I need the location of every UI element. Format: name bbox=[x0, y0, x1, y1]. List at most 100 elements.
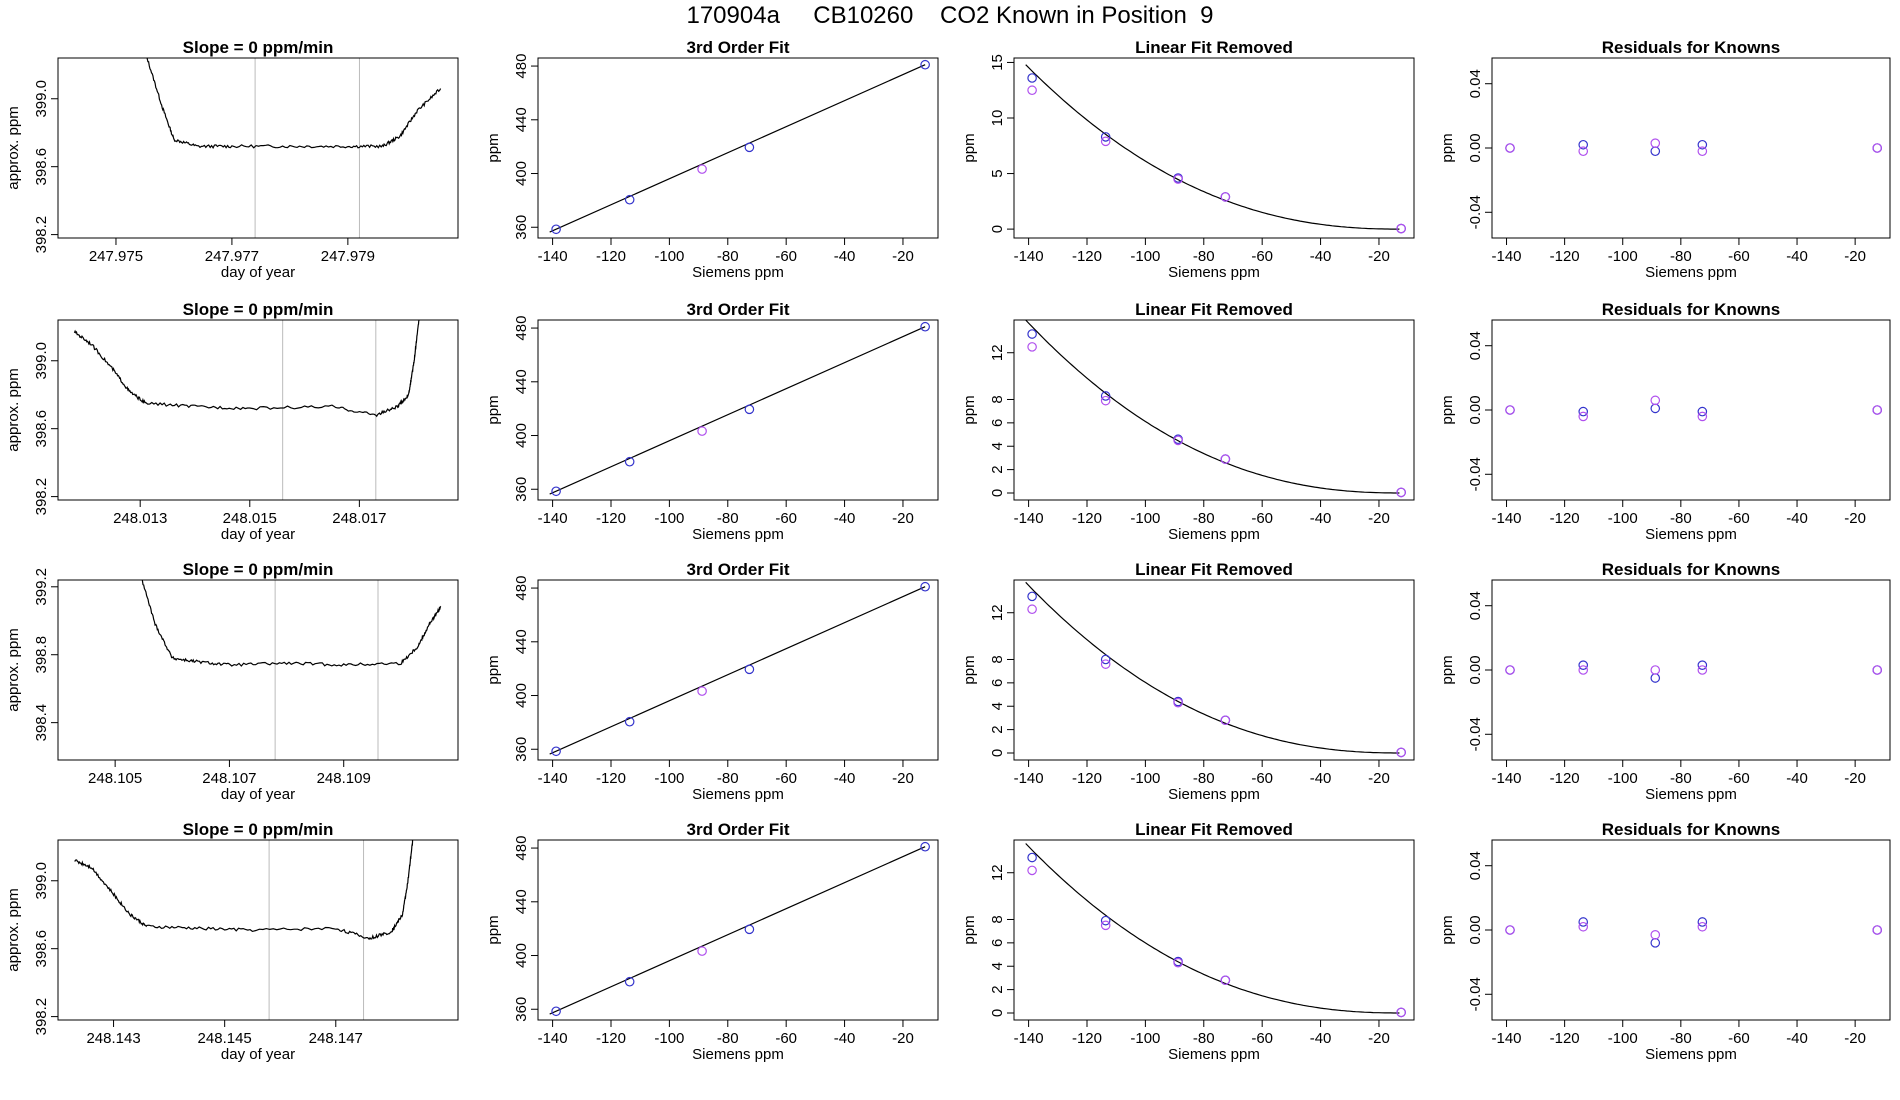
y-tick-label: 4 bbox=[989, 962, 1006, 970]
x-axis-label: Siemens ppm bbox=[1645, 264, 1737, 281]
page-title: 170904a CB10260 CO2 Known in Position 9 bbox=[686, 2, 1214, 29]
y-tick-label: 6 bbox=[989, 679, 1006, 687]
x-axis-label: Siemens ppm bbox=[1168, 786, 1260, 803]
y-tick-label: 0 bbox=[989, 489, 1006, 497]
x-tick-label: -60 bbox=[1728, 248, 1750, 265]
data-point bbox=[1872, 143, 1883, 153]
data-point bbox=[697, 946, 707, 956]
x-tick-label: -20 bbox=[1844, 248, 1866, 265]
x-tick-label: -40 bbox=[1310, 248, 1332, 265]
chart-title: Residuals for Knowns bbox=[1602, 300, 1781, 319]
y-axis-label: ppm bbox=[485, 655, 502, 684]
y-tick-label: 0.04 bbox=[1467, 591, 1484, 620]
data-point bbox=[744, 404, 755, 415]
data-point bbox=[1650, 403, 1661, 414]
chart-title: Residuals for Knowns bbox=[1602, 820, 1781, 839]
y-tick-label: 0.04 bbox=[1467, 851, 1484, 880]
y-tick-label: 4 bbox=[989, 442, 1006, 450]
x-tick-label: -140 bbox=[538, 248, 568, 265]
x-axis-label: Siemens ppm bbox=[692, 786, 784, 803]
y-tick-label: 360 bbox=[513, 215, 530, 240]
data-point bbox=[1872, 665, 1883, 675]
y-tick-label: 400 bbox=[513, 943, 530, 968]
fit-line bbox=[549, 586, 926, 755]
data-point bbox=[1220, 454, 1231, 464]
data-point bbox=[1650, 665, 1661, 675]
x-tick-label: -60 bbox=[775, 510, 797, 527]
fit-curve bbox=[1025, 320, 1400, 494]
data-point bbox=[1578, 921, 1589, 932]
x-tick-label: -60 bbox=[1251, 770, 1273, 787]
x-axis-label: day of year bbox=[221, 1046, 295, 1063]
y-tick-label: 440 bbox=[513, 629, 530, 654]
x-tick-label: -80 bbox=[1670, 1030, 1692, 1047]
data-point bbox=[1100, 136, 1111, 147]
y-axis-label: ppm bbox=[961, 395, 978, 424]
plot-area bbox=[1505, 660, 1883, 683]
plot-area bbox=[1025, 581, 1406, 758]
y-tick-label: 6 bbox=[989, 419, 1006, 427]
data-point bbox=[1220, 192, 1231, 202]
y-tick-label: 480 bbox=[513, 576, 530, 601]
y-tick-label: 440 bbox=[513, 889, 530, 914]
y-tick-label: -0.04 bbox=[1467, 457, 1484, 491]
plot-frame bbox=[537, 839, 939, 1021]
y-axis-label: ppm bbox=[485, 915, 502, 944]
x-tick-label: -100 bbox=[1130, 770, 1160, 787]
data-point bbox=[1697, 139, 1708, 150]
x-tick-label: -140 bbox=[538, 510, 568, 527]
y-tick-label: 0 bbox=[989, 1009, 1006, 1017]
x-tick-label: -20 bbox=[1844, 770, 1866, 787]
data-point bbox=[1100, 132, 1111, 142]
x-tick-label: -100 bbox=[1608, 510, 1638, 527]
x-tick-label: -80 bbox=[717, 248, 739, 265]
y-tick-label: 399.0 bbox=[33, 342, 50, 380]
x-tick-label: -100 bbox=[1608, 770, 1638, 787]
chart-panel: Residuals for Knowns -140 -120 -100 -80 -60 -4… bbox=[1439, 560, 1891, 803]
x-tick-label: -140 bbox=[1492, 510, 1522, 527]
data-point bbox=[624, 456, 635, 467]
x-tick-label: 248.015 bbox=[223, 510, 277, 527]
x-tick-label: 248.143 bbox=[86, 1030, 140, 1047]
plot-frame bbox=[1013, 57, 1415, 239]
y-tick-label: 0.04 bbox=[1467, 69, 1484, 98]
plot-frame bbox=[57, 57, 459, 239]
x-tick-label: -80 bbox=[717, 770, 739, 787]
x-axis-label: Siemens ppm bbox=[1168, 264, 1260, 281]
x-tick-label: -80 bbox=[717, 1030, 739, 1047]
data-point bbox=[1578, 665, 1589, 675]
x-tick-label: 248.147 bbox=[309, 1030, 363, 1047]
data-point bbox=[920, 581, 930, 592]
data-point bbox=[920, 59, 930, 70]
plot-frame bbox=[57, 319, 459, 501]
x-axis-label: day of year bbox=[221, 526, 295, 543]
chart-title: 3rd Order Fit bbox=[687, 300, 790, 319]
data-point bbox=[744, 664, 755, 675]
chart-title: 3rd Order Fit bbox=[687, 820, 790, 839]
data-point bbox=[1173, 174, 1183, 184]
data-point bbox=[920, 841, 930, 852]
x-tick-label: -140 bbox=[1014, 770, 1044, 787]
trace-line bbox=[146, 58, 442, 149]
y-tick-label: 12 bbox=[989, 604, 1006, 621]
data-point bbox=[1220, 715, 1231, 726]
fit-curve bbox=[1025, 581, 1400, 754]
data-point bbox=[1396, 487, 1406, 498]
y-tick-label: 8 bbox=[989, 655, 1006, 663]
y-axis-label: ppm bbox=[961, 133, 978, 162]
data-point bbox=[1697, 146, 1708, 157]
y-axis-label: ppm bbox=[961, 915, 978, 944]
x-tick-label: -40 bbox=[834, 248, 856, 265]
y-tick-label: 0 bbox=[989, 225, 1006, 233]
chart-panel: 3rd Order Fit -140 -120 -100 -80 -60 -40 -20 360… bbox=[485, 820, 939, 1063]
x-tick-label: -80 bbox=[1193, 1030, 1215, 1047]
chart-title: Linear Fit Removed bbox=[1135, 300, 1293, 319]
chart-panel: 3rd Order Fit -140 -120 -100 -80 -60 -40 -20 360… bbox=[485, 300, 939, 543]
x-tick-label: -40 bbox=[1310, 510, 1332, 527]
x-tick-label: -60 bbox=[775, 1030, 797, 1047]
plot-area bbox=[549, 59, 930, 235]
chart-title: Linear Fit Removed bbox=[1135, 38, 1293, 57]
data-point bbox=[1027, 591, 1037, 602]
x-tick-label: -20 bbox=[892, 248, 914, 265]
x-tick-label: -60 bbox=[1728, 770, 1750, 787]
